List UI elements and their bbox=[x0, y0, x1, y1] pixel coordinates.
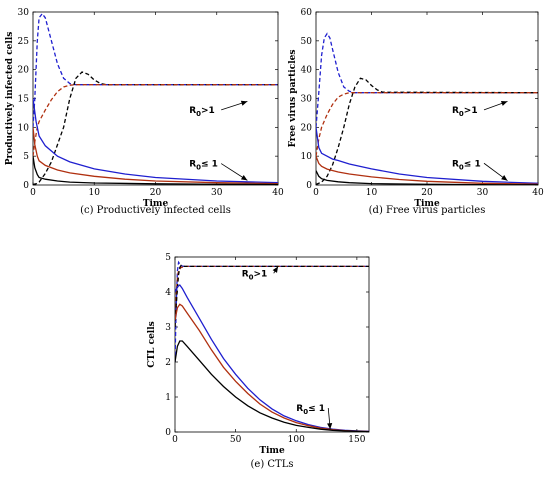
y-tick-label: 3 bbox=[165, 323, 171, 333]
annotation-main: R bbox=[452, 159, 459, 169]
figure-caption: (e) CTLs bbox=[251, 459, 294, 470]
x-tick-label: 100 bbox=[288, 435, 305, 445]
annotation-arrowhead bbox=[272, 266, 279, 273]
annotation-subscript: 0 bbox=[249, 273, 254, 281]
solid-series-line bbox=[33, 127, 278, 185]
x-tick-label: 20 bbox=[150, 188, 162, 198]
dashed-series-line bbox=[316, 77, 538, 185]
solid-series-line bbox=[316, 155, 538, 185]
annotation-arrowhead bbox=[240, 100, 248, 106]
annotation-label: R0>1 bbox=[452, 106, 478, 118]
x-tick-label: 10 bbox=[89, 188, 101, 198]
x-tick-label: 150 bbox=[348, 435, 365, 445]
annotation-label: R0>1 bbox=[242, 269, 268, 281]
annotation-subscript: 0 bbox=[459, 110, 464, 118]
y-axis-label: Productively infected cells bbox=[5, 32, 15, 166]
annotation-label: R0>1 bbox=[189, 106, 215, 118]
y-tick-label: 40 bbox=[301, 66, 313, 76]
y-tick-label: 1 bbox=[165, 393, 171, 403]
x-tick-label: 40 bbox=[532, 188, 544, 198]
annotation-arrowhead bbox=[240, 174, 248, 181]
y-tick-label: 30 bbox=[18, 8, 30, 18]
plot-frame bbox=[174, 256, 370, 433]
solid-series-line bbox=[316, 127, 538, 184]
annotation-subscript: 0 bbox=[196, 164, 201, 172]
x-tick-label: 30 bbox=[211, 188, 223, 198]
annotation-subscript: 0 bbox=[303, 408, 308, 416]
annotation-subscript: 0 bbox=[459, 163, 464, 171]
y-tick-label: 15 bbox=[18, 95, 30, 105]
dashed-series-line bbox=[175, 264, 369, 328]
y-tick-label: 60 bbox=[301, 8, 313, 18]
y-tick-label: 20 bbox=[18, 66, 30, 76]
annotation-rest: >1 bbox=[201, 106, 215, 116]
dashed-series-line bbox=[316, 92, 538, 157]
annotation-label: R0≤ 1 bbox=[452, 159, 481, 171]
x-tick-label: 10 bbox=[366, 188, 378, 198]
annotation-main: R bbox=[242, 269, 249, 279]
series-group bbox=[175, 260, 369, 432]
x-axis-label: Time bbox=[143, 199, 169, 209]
dashed-series-line bbox=[316, 32, 538, 128]
annotation-main: R bbox=[189, 106, 196, 116]
x-tick-label: 20 bbox=[421, 188, 433, 198]
series-group bbox=[33, 12, 278, 185]
solid-series-line bbox=[33, 98, 278, 184]
annotation-rest: ≤ 1 bbox=[201, 160, 218, 170]
annotation-label: R0≤ 1 bbox=[189, 160, 218, 172]
y-tick-label: 50 bbox=[301, 37, 313, 47]
series-group bbox=[316, 32, 538, 185]
chart-panel-c: 0 10 20 30 40 0 5 10 15 20 25 30 Time Productively in… bbox=[5, 8, 284, 216]
annotation-rest: ≤ 1 bbox=[308, 404, 325, 414]
annotation-main: R bbox=[296, 404, 303, 414]
solid-series-line bbox=[175, 340, 369, 432]
annotation-arrowhead bbox=[500, 100, 508, 106]
y-axis-label: Free virus particles bbox=[288, 50, 298, 148]
x-axis-label: Time bbox=[259, 446, 285, 456]
y-tick-label: 0 bbox=[23, 181, 29, 191]
y-tick-label: 10 bbox=[301, 152, 313, 162]
solid-series-line bbox=[316, 170, 538, 185]
figure-caption: (d) Free virus particles bbox=[369, 205, 486, 216]
annotation-rest: ≤ 1 bbox=[464, 159, 481, 169]
x-tick-label: 50 bbox=[230, 435, 242, 445]
plot-frame bbox=[32, 11, 279, 186]
x-tick-label: 0 bbox=[30, 188, 36, 198]
y-tick-label: 25 bbox=[18, 37, 30, 47]
y-tick-label: 0 bbox=[165, 428, 171, 438]
dashed-series-line bbox=[33, 84, 278, 157]
dashed-series-line bbox=[33, 12, 278, 128]
y-tick-label: 0 bbox=[306, 181, 312, 191]
x-tick-label: 0 bbox=[172, 435, 178, 445]
annotation-rest: >1 bbox=[254, 269, 268, 279]
annotation-main: R bbox=[189, 160, 196, 170]
dashed-series-line bbox=[33, 71, 278, 185]
annotation-label: R0≤ 1 bbox=[296, 404, 325, 416]
annotation-subscript: 0 bbox=[196, 110, 201, 118]
plot-frame bbox=[315, 11, 539, 186]
x-tick-label: 30 bbox=[477, 188, 489, 198]
chart-panel-d: 0 10 20 30 40 0 10 20 30 40 50 60 Time Free virus par… bbox=[288, 8, 544, 216]
y-tick-label: 20 bbox=[301, 123, 313, 133]
x-tick-label: 40 bbox=[272, 188, 284, 198]
y-tick-label: 10 bbox=[18, 123, 30, 133]
annotation-rest: >1 bbox=[464, 106, 478, 116]
x-tick-label: 0 bbox=[313, 188, 319, 198]
y-tick-label: 30 bbox=[301, 95, 313, 105]
y-tick-label: 2 bbox=[165, 358, 171, 368]
y-axis-label: CTL cells bbox=[147, 321, 157, 367]
annotation-main: R bbox=[452, 106, 459, 116]
annotation-arrowhead bbox=[327, 422, 333, 430]
y-tick-label: 5 bbox=[23, 152, 29, 162]
annotation-arrowhead bbox=[501, 175, 508, 181]
solid-series-line bbox=[175, 303, 369, 432]
figure-caption: (c) Productively infected cells bbox=[80, 205, 231, 216]
x-axis-label: Time bbox=[414, 199, 440, 209]
y-tick-label: 4 bbox=[165, 288, 171, 298]
y-tick-label: 5 bbox=[165, 253, 171, 263]
solid-series-line bbox=[33, 156, 278, 185]
